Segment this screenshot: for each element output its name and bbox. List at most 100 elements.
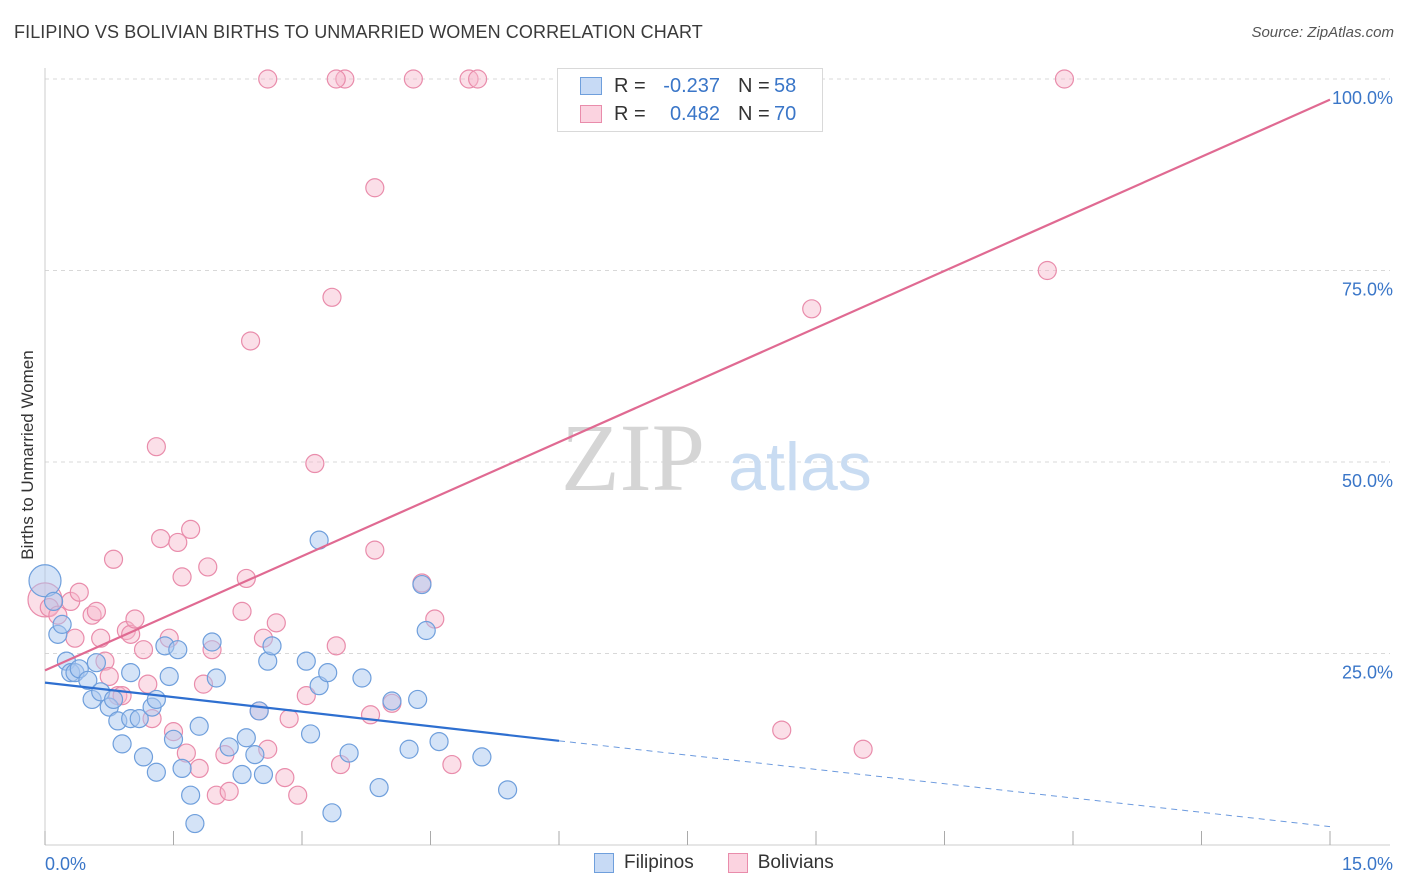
bolivians-legend-swatch bbox=[727, 853, 748, 873]
bolivians-point bbox=[305, 453, 325, 474]
filipinos-point bbox=[399, 739, 419, 759]
bolivians-point bbox=[266, 613, 286, 633]
source-credit: Source: ZipAtlas.com bbox=[1251, 24, 1394, 41]
bolivians-point bbox=[133, 640, 154, 660]
filipinos-trend-line bbox=[44, 681, 560, 742]
n-label: N = bbox=[738, 102, 770, 125]
bolivians-point bbox=[279, 709, 299, 729]
filipinos-point bbox=[28, 564, 62, 598]
filipinos-point bbox=[181, 785, 201, 805]
filipinos-point bbox=[219, 737, 239, 757]
n-value-bolivians: 70 bbox=[774, 102, 797, 125]
gridlines bbox=[45, 78, 1390, 654]
watermark-zip: ZIP bbox=[561, 404, 705, 511]
bolivians-point bbox=[86, 601, 107, 621]
bolivians-point bbox=[65, 628, 85, 648]
x-tick-label: 15.0% bbox=[1342, 854, 1393, 874]
filipinos-point bbox=[78, 670, 98, 690]
bolivians-point bbox=[168, 532, 188, 553]
bolivians-point bbox=[802, 299, 822, 319]
bolivians-point bbox=[125, 609, 145, 629]
bolivians-point bbox=[151, 528, 171, 549]
filipinos-point bbox=[232, 764, 252, 785]
filipinos-point bbox=[300, 724, 321, 744]
legend-item-filipinos: Filipinos bbox=[594, 852, 694, 874]
filipinos-point bbox=[339, 743, 359, 763]
y-tick-label: 25.0% bbox=[1342, 663, 1393, 683]
filipinos-point bbox=[112, 734, 132, 754]
bolivians-point bbox=[206, 785, 226, 805]
bolivians-point bbox=[853, 739, 873, 759]
y-tick-label: 100.0% bbox=[1332, 88, 1393, 108]
filipinos-point bbox=[129, 709, 149, 729]
bolivians-point bbox=[468, 69, 488, 89]
filipinos-point bbox=[189, 716, 209, 736]
filipinos-point bbox=[86, 653, 107, 673]
tick-labels: 25.0% 50.0% 75.0% 100.0% 0.0% 15.0% bbox=[45, 88, 1393, 874]
filipinos-point bbox=[245, 745, 265, 765]
n-value-filipinos: 58 bbox=[774, 74, 797, 97]
filipinos-point bbox=[296, 651, 316, 671]
x-tick-label: 0.0% bbox=[45, 854, 86, 874]
filipinos-point bbox=[168, 640, 188, 660]
bolivians-point bbox=[172, 567, 192, 587]
watermark: ZIP atlas bbox=[561, 404, 872, 511]
trend-lines bbox=[44, 98, 1331, 828]
bolivians-point bbox=[365, 540, 385, 560]
filipinos-point bbox=[52, 614, 72, 634]
y-tick-label: 50.0% bbox=[1342, 471, 1393, 491]
correlation-legend: R = -0.237 N = 58 R = 0.482 N = 70 bbox=[557, 68, 823, 132]
filipinos-point bbox=[429, 731, 449, 752]
bolivians-point bbox=[181, 519, 201, 540]
bolivians-point bbox=[146, 437, 166, 457]
filipinos-legend-label: Filipinos bbox=[624, 852, 694, 873]
bolivians-points bbox=[27, 69, 1075, 805]
filipinos-point bbox=[103, 689, 124, 710]
filipinos-point bbox=[322, 803, 342, 823]
bolivians-point bbox=[296, 686, 316, 706]
bolivians-legend-label: Bolivians bbox=[757, 852, 834, 873]
bolivians-point bbox=[99, 666, 119, 687]
bolivians-point bbox=[1037, 260, 1057, 281]
r-label: R = bbox=[614, 74, 646, 97]
bolivians-point bbox=[69, 582, 89, 602]
bolivians-point bbox=[275, 767, 295, 788]
legend-row-filipinos: R = -0.237 N = 58 bbox=[580, 72, 796, 100]
bolivians-point bbox=[138, 674, 158, 694]
filipinos-point bbox=[146, 762, 166, 782]
bolivians-point bbox=[198, 557, 218, 577]
filipinos-point bbox=[249, 701, 269, 721]
bolivians-point bbox=[1054, 69, 1075, 89]
bolivians-point bbox=[772, 720, 792, 740]
r-value-bolivians: 0.482 bbox=[669, 102, 720, 125]
bolivians-point bbox=[258, 69, 278, 89]
bolivians-point bbox=[403, 69, 423, 89]
filipinos-point bbox=[498, 780, 518, 800]
filipinos-point bbox=[163, 729, 184, 749]
filipinos-point bbox=[382, 691, 402, 711]
chart-title: FILIPINO VS BOLIVIAN BIRTHS TO UNMARRIED… bbox=[14, 22, 703, 42]
r-value-filipinos: -0.237 bbox=[663, 74, 720, 97]
series-legend: Filipinos Bolivians bbox=[594, 852, 868, 874]
bolivians-point bbox=[365, 178, 385, 198]
filipinos-swatch bbox=[580, 77, 602, 95]
filipinos-point bbox=[262, 636, 282, 656]
bolivians-point bbox=[232, 601, 252, 621]
legend-item-bolivians: Bolivians bbox=[727, 852, 834, 874]
filipinos-point bbox=[408, 689, 428, 710]
bolivians-point bbox=[288, 785, 308, 805]
filipinos-point bbox=[352, 668, 372, 688]
filipinos-point bbox=[43, 591, 64, 612]
filipinos-point bbox=[146, 689, 166, 710]
bolivians-point bbox=[326, 636, 346, 656]
filipinos-point bbox=[253, 764, 274, 785]
filipinos-point bbox=[159, 666, 179, 687]
filipinos-point bbox=[416, 620, 436, 641]
bolivians-trend-line bbox=[44, 98, 1331, 672]
filipinos-legend-swatch bbox=[594, 853, 614, 873]
filipinos-trend-extension bbox=[558, 740, 1331, 828]
filipinos-point bbox=[472, 747, 492, 767]
axes bbox=[44, 68, 1390, 846]
r-label: R = bbox=[614, 102, 646, 125]
